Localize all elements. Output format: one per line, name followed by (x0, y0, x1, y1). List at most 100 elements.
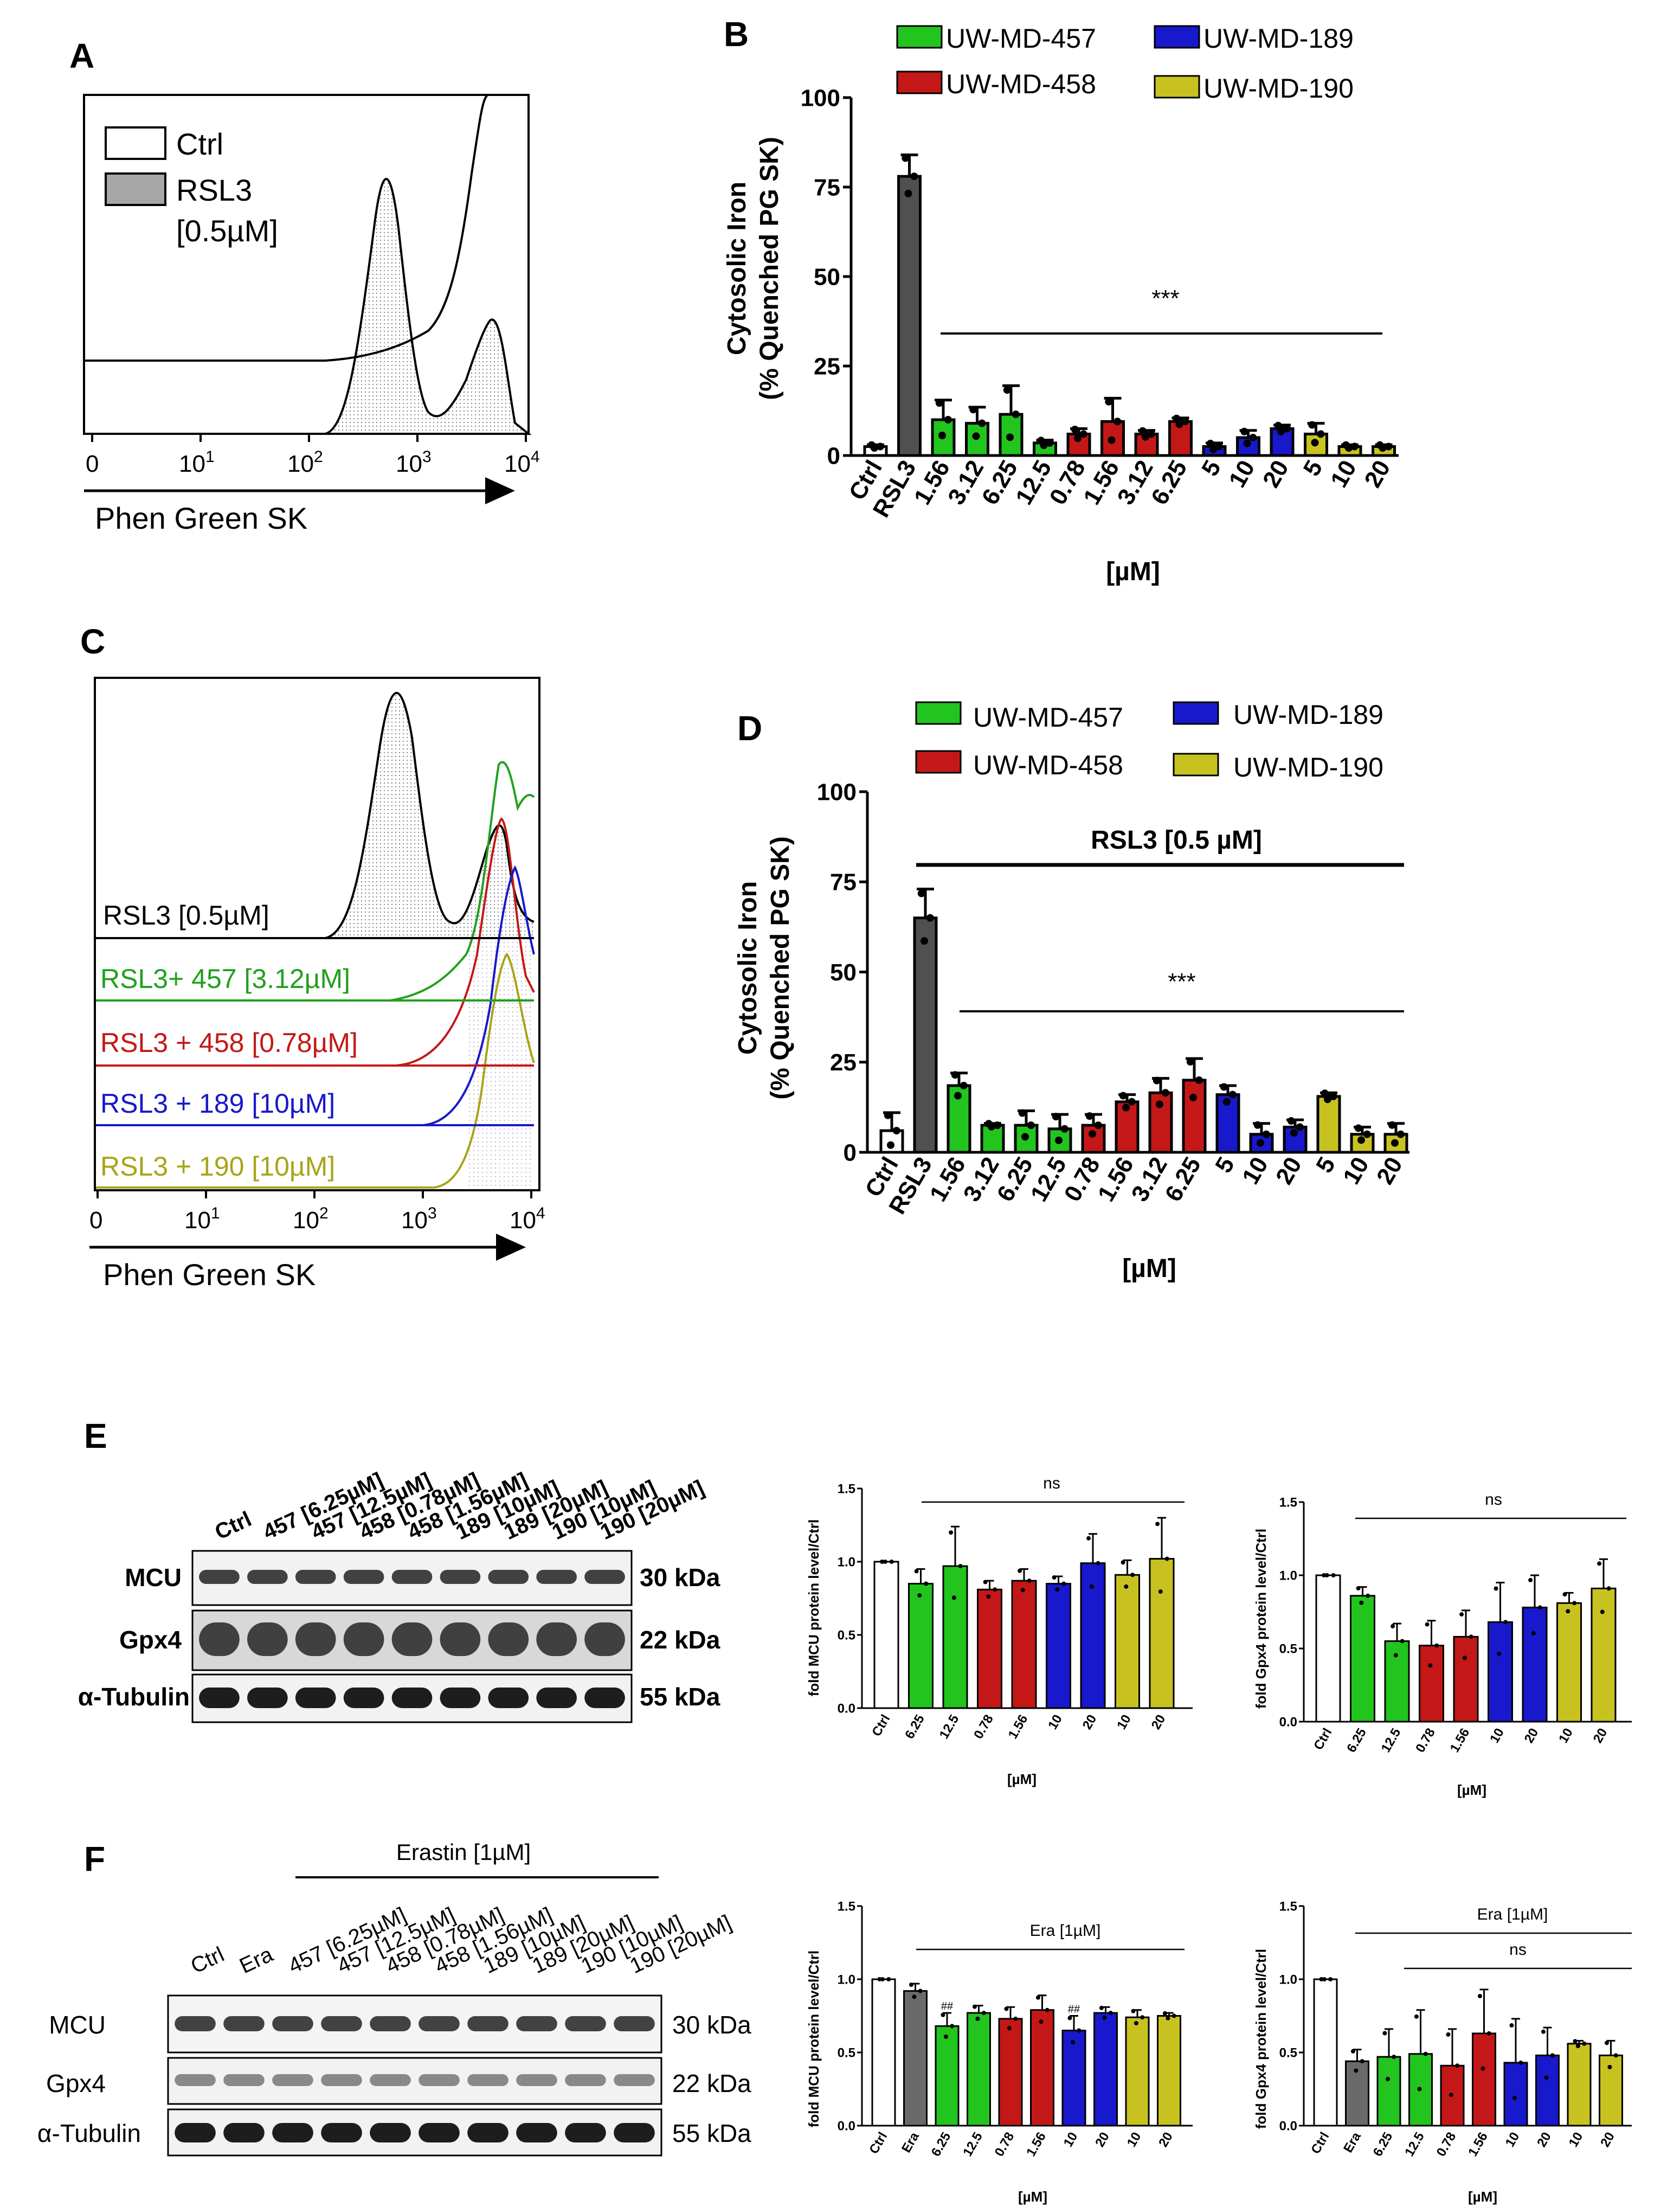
chart-e-mcu-data-point (1052, 1575, 1057, 1580)
chart-e-gpx4-category-label: 20 (1522, 1726, 1542, 1746)
chart-d-category-label: 20 (1372, 1153, 1408, 1189)
chart-f-mcu-category-label: 20 (1092, 2130, 1112, 2150)
chart-e-gpx4-bar (1350, 1595, 1375, 1723)
chart-e-gpx4-data-point (1324, 1573, 1329, 1577)
chart-e-gpx4-data-point (1462, 1656, 1467, 1660)
chart-f-gpx4-category-label: 10 (1503, 2130, 1523, 2150)
blot-f-band (419, 2074, 460, 2086)
chart-d-data-point (921, 937, 928, 945)
chart-d: UW-MD-457 UW-MD-458 UW-MD-189 UW-MD-190 … (733, 700, 1409, 1283)
chart-e-gpx4-bar (1384, 1640, 1410, 1723)
chart-f-mcu-bar (1030, 2009, 1054, 2127)
blot-f-band (467, 2016, 508, 2031)
chart-f-mcu-category-label: 20 (1156, 2130, 1176, 2150)
chart-f-mcu-bar (1157, 2015, 1181, 2127)
legend-d-swatch-457 (915, 701, 962, 725)
chart-e-gpx4-bar (1419, 1645, 1444, 1723)
chart-d-data-point (1052, 1113, 1060, 1121)
chart-f-gpx4-data-point (1392, 2055, 1396, 2060)
chart-f-gpx4-y-tick-label: 0.0 (1279, 2119, 1297, 2133)
chart-e-mcu-category-label: 0.78 (971, 1712, 996, 1742)
panel-a-tick-4: 104 (504, 448, 540, 477)
chart-d-data-point (954, 1092, 962, 1100)
blot-e: MCU Gpx4 α-Tubulin 30 kDa 22 kDa 55 kDa … (78, 1468, 720, 1723)
chart-d-category-label: 20 (1271, 1153, 1307, 1189)
chart-d-data-point (993, 1121, 1001, 1130)
chart-e-mcu-category-label: 10 (1114, 1712, 1134, 1733)
chart-b-data-point (1003, 386, 1011, 394)
chart-e-gpx4-data-point (1566, 1609, 1570, 1614)
chart-e-gpx4-y-tick-label: 0.0 (1279, 1715, 1297, 1729)
chart-e-gpx4-data-point (1469, 1634, 1473, 1639)
chart-e-mcu-data-point (1121, 1560, 1125, 1565)
chart-f-gpx4-data-point (1541, 2029, 1546, 2034)
chart-f-gpx4-xlabel: [µM] (1468, 2189, 1497, 2205)
panel-a-tick-3: 103 (396, 448, 432, 477)
chart-f-mcu-category-label: 1.56 (1024, 2130, 1049, 2159)
chart-f-mcu-bar (967, 2012, 991, 2127)
chart-f-gpx4-bar (1440, 2064, 1465, 2127)
chart-b-data-point (972, 432, 980, 440)
blot-e-band (488, 1570, 529, 1584)
chart-e-mcu-data-point (958, 1564, 963, 1569)
chart-e-gpx4-category-label: 12.5 (1379, 1726, 1404, 1755)
chart-e-gpx4-bar (1453, 1635, 1479, 1723)
chart-b-xlabel: [µM] (1106, 557, 1160, 586)
chart-f-mcu-data-point (1070, 2040, 1075, 2045)
chart-e-gpx4-data-point (1366, 1593, 1370, 1598)
chart-f-gpx4-bar (1567, 2043, 1592, 2127)
chart-b-bar (965, 422, 989, 457)
chart-f-gpx4-data-point (1582, 2041, 1587, 2046)
chart-e-mcu-data-point (1124, 1584, 1129, 1589)
chart-b-y-tick-label: 75 (814, 174, 840, 201)
panel-c-axis-label: Phen Green SK (103, 1258, 316, 1292)
blot-e-band (247, 1688, 288, 1708)
chart-e-gpx4-category-label: 1.56 (1447, 1726, 1473, 1755)
chart-f-mcu-bar (1061, 2030, 1086, 2127)
chart-f-gpx4-annotation: ns (1509, 1941, 1527, 1959)
blot-e-band (343, 1622, 384, 1656)
chart-b-category-label: 6.25 (977, 456, 1023, 510)
chart-f-mcu-data-point (909, 1983, 913, 1987)
chart-d-data-point (1296, 1123, 1304, 1131)
chart-f-mcu-data-point (1004, 2006, 1009, 2011)
panel-letter-e: E (84, 1416, 107, 1455)
chart-b-data-point (1249, 434, 1257, 441)
chart-f-gpx4-data-point (1449, 2093, 1453, 2097)
chart-e-mcu-data-point (924, 1581, 929, 1586)
chart-e-gpx4-y-tick-label: 1.0 (1279, 1568, 1297, 1583)
panel-a-legend-ctrl-swatch (105, 126, 166, 160)
chart-d-category-label: 6.25 (1160, 1153, 1206, 1207)
chart-f-mcu-data-point (1035, 1995, 1040, 2000)
chart-e-mcu-data-point (1130, 1573, 1135, 1577)
chart-d-y-tick-label: 100 (817, 779, 857, 805)
chart-d-top-label: RSL3 [0.5 µM] (1091, 826, 1262, 855)
chart-b-data-point (1311, 439, 1319, 447)
blot-e-row-label-gpx4: Gpx4 (119, 1626, 182, 1654)
blot-e-kda-mcu: 30 kDa (640, 1563, 720, 1592)
chart-e-gpx4-data-point (1428, 1663, 1433, 1668)
chart-d-data-point (917, 889, 925, 897)
chart-b-data-point (904, 189, 912, 197)
chart-f-mcu-category-label: 0.78 (992, 2130, 1018, 2159)
panel-c-arrow-head (496, 1234, 526, 1261)
chart-d-bar (1182, 1079, 1207, 1154)
blot-f-band (370, 2074, 411, 2086)
panel-a-rsl3-filled-trace (84, 178, 532, 435)
chart-b-data-point (1108, 436, 1116, 444)
panel-c-label-190: RSL3 + 190 [10µM] (100, 1151, 335, 1182)
chart-e-gpx4-category-label: 0.78 (1413, 1726, 1438, 1755)
chart-e-mcu-category-label: 20 (1149, 1712, 1169, 1733)
chart-d-category-label: 5 (1210, 1153, 1240, 1178)
chart-e-gpx4-data-point (1597, 1561, 1602, 1566)
chart-f-mcu-data-point (975, 2016, 980, 2021)
panel-letter-c: C (80, 622, 105, 661)
chart-d-data-point (1388, 1121, 1396, 1129)
chart-d-data-point (1324, 1095, 1331, 1104)
blot-e-band (584, 1570, 625, 1584)
chart-f-gpx4-bar (1313, 1978, 1338, 2127)
chart-b-data-point (1175, 420, 1183, 428)
panel-c-label-458: RSL3 + 458 [0.78µM] (100, 1028, 358, 1058)
chart-b-data-point (1385, 442, 1393, 451)
chart-f-gpx4-category-label: 20 (1598, 2130, 1618, 2150)
